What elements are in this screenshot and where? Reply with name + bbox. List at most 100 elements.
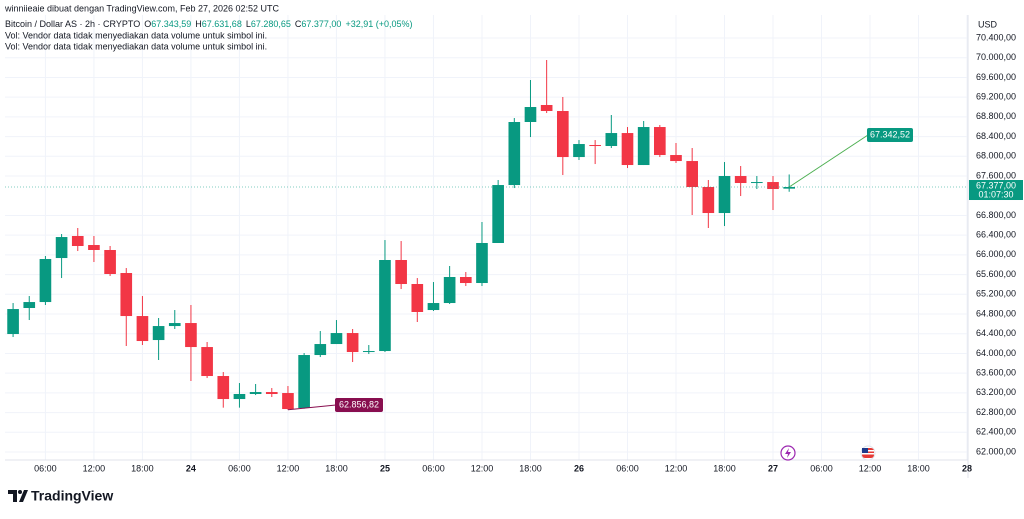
candle-body: [589, 145, 601, 147]
candle-body: [88, 245, 100, 250]
candle-body: [152, 326, 165, 341]
x-tick-label: 06:00: [228, 463, 251, 473]
x-tick-label: 06:00: [34, 463, 57, 473]
overlays: 62.856,82 67.342,52: [5, 128, 968, 412]
candle-body: [508, 121, 521, 186]
candle-body: [427, 303, 440, 311]
candle-body: [395, 259, 407, 285]
x-tick-label: 12:00: [859, 463, 882, 473]
candle-body: [201, 347, 213, 377]
brand-name: TradingView: [31, 488, 113, 504]
legend-key: C: [295, 19, 302, 29]
legend-value: +32,91 (+0,05%): [345, 19, 412, 29]
candle-body: [362, 351, 375, 353]
y-tick-label: 67.600,00: [976, 170, 1016, 180]
legend-key: L: [246, 19, 251, 29]
candle-body: [556, 111, 569, 158]
volume-note: Vol: Vendor data tidak menyediakan data …: [5, 41, 267, 51]
candle-body: [265, 392, 278, 395]
candle-body: [104, 249, 116, 274]
candle-body: [654, 127, 666, 156]
candle-body: [7, 309, 19, 335]
y-tick-label: 65.200,00: [976, 289, 1016, 299]
y-tick-label: 70.400,00: [976, 32, 1016, 42]
credit: winniieaie dibuat dengan TradingView.com…: [4, 3, 280, 13]
x-tick-label: 18:00: [713, 463, 736, 473]
candle-body: [686, 161, 698, 188]
countdown: 01:07:30: [978, 189, 1013, 199]
symbol: Bitcoin / Dollar AS · 2h · CRYPTO: [5, 19, 140, 29]
candle-body: [120, 273, 133, 317]
candle-body: [185, 323, 197, 348]
legend-key: H: [195, 19, 202, 29]
legend-value: 67.343,59: [151, 19, 191, 29]
y-tick-label: 64.800,00: [976, 308, 1016, 318]
y-tick-label: 70.000,00: [976, 52, 1016, 62]
forecast-line: [788, 134, 869, 188]
y-tick-label: 64.000,00: [976, 348, 1016, 358]
y-tick-label: 62.800,00: [976, 407, 1016, 417]
candles: [7, 59, 795, 410]
annotation-label: 62.856,82: [339, 399, 379, 409]
candle-body: [621, 133, 634, 166]
grid: [5, 15, 968, 460]
y-tick-label: 62.000,00: [976, 446, 1016, 456]
candle-body: [39, 259, 52, 303]
x-tick-label: 26: [574, 463, 584, 473]
economic-event-icon[interactable]: [860, 445, 876, 461]
y-tick-label: 68.000,00: [976, 151, 1016, 161]
candle-body: [751, 182, 763, 184]
candle-body: [55, 237, 68, 259]
legend-key: O: [144, 19, 151, 29]
symbol-legend: Bitcoin / Dollar AS · 2h · CRYPTO O67.343…: [5, 19, 413, 29]
candle-body: [443, 277, 456, 304]
y-tick-label: 69.600,00: [976, 72, 1016, 82]
legend-value: 67.280,65: [251, 19, 291, 29]
currency: USD: [978, 19, 998, 29]
annotation-label: 67.342,52: [870, 129, 910, 139]
candle-body: [573, 144, 585, 158]
legend-value: 67.377,00: [301, 19, 341, 29]
candle-body: [314, 344, 327, 356]
x-tick-label: 06:00: [810, 463, 833, 473]
annotation-box: [867, 128, 913, 142]
x-tick-label: 18:00: [519, 463, 542, 473]
y-tick-label: 62.400,00: [976, 427, 1016, 437]
volume-note: Vol: Vendor data tidak menyediakan data …: [5, 30, 267, 40]
y-tick-label: 64.400,00: [976, 328, 1016, 338]
event-icon[interactable]: [780, 445, 796, 461]
last-price-label: 67.377,00: [976, 180, 1016, 190]
candle-body: [734, 176, 747, 184]
candle-body: [670, 155, 682, 162]
y-tick-label: 68.400,00: [976, 131, 1016, 141]
y-tick-label: 65.600,00: [976, 269, 1016, 279]
candle-body: [346, 333, 359, 353]
y-tick-label: 66.800,00: [976, 210, 1016, 220]
annotation-line: [287, 404, 337, 411]
candle-body: [459, 277, 472, 284]
candle-body: [298, 355, 310, 409]
candle-body: [330, 333, 343, 345]
candle-body: [233, 394, 246, 400]
candle-body: [767, 182, 779, 190]
y-tick-label: 66.400,00: [976, 230, 1016, 240]
candle-body: [524, 107, 537, 122]
candle-body: [718, 176, 731, 214]
candle-body: [476, 242, 488, 284]
x-tick-label: 24: [186, 463, 196, 473]
y-tick-label: 69.200,00: [976, 92, 1016, 102]
x-tick-label: 12:00: [471, 463, 494, 473]
candle-body: [136, 316, 149, 342]
candle-body: [282, 393, 294, 410]
x-tick-label: 12:00: [665, 463, 688, 473]
candle-body: [783, 187, 795, 189]
y-tick-label: 68.800,00: [976, 111, 1016, 121]
y-tick-label: 63.600,00: [976, 368, 1016, 378]
x-tick-label: 06:00: [616, 463, 639, 473]
candle-body: [249, 392, 262, 395]
candle-body: [379, 259, 391, 352]
x-tick-label: 27: [768, 463, 778, 473]
candle-body: [540, 104, 553, 112]
brand-logo: [8, 490, 28, 502]
